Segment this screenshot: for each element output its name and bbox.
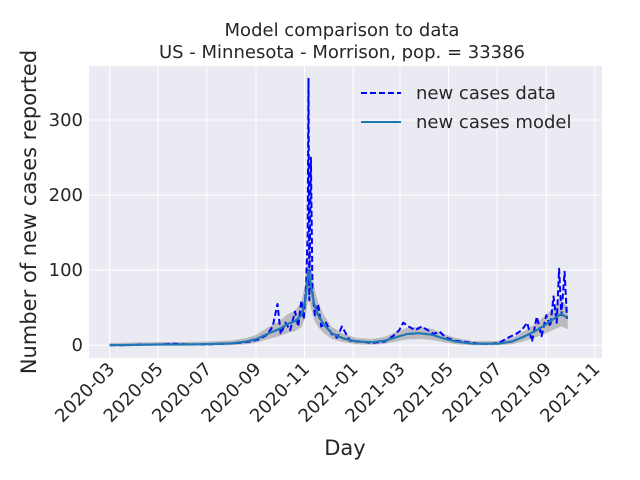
chart-title: Model comparison to data xyxy=(225,20,460,41)
model-band xyxy=(109,241,568,346)
series-layer xyxy=(109,77,569,347)
x-axis-ticks: 2020-032020-052020-072020-092020-112021-… xyxy=(51,359,604,427)
y-tick-label: 0 xyxy=(72,335,83,356)
legend-label-0: new cases data xyxy=(416,83,556,104)
grid xyxy=(89,66,602,358)
chart-subtitle: US - Minnesota - Morrison, pop. = 33386 xyxy=(159,42,525,63)
model-uncertainty-band xyxy=(109,241,568,346)
y-tick-label: 100 xyxy=(49,260,83,281)
legend-label-1: new cases model xyxy=(416,112,571,133)
x-axis-label: Day xyxy=(324,436,365,460)
model-series-line xyxy=(109,269,569,347)
y-axis-ticks: 0 100 200 300 xyxy=(49,110,83,356)
y-tick-label: 200 xyxy=(49,185,83,206)
data-series-line xyxy=(109,77,568,347)
legend: new cases data new cases model xyxy=(361,83,571,133)
plot-area xyxy=(89,66,602,358)
y-axis-label: Number of new cases reported xyxy=(17,50,41,374)
y-tick-label: 300 xyxy=(49,110,83,131)
